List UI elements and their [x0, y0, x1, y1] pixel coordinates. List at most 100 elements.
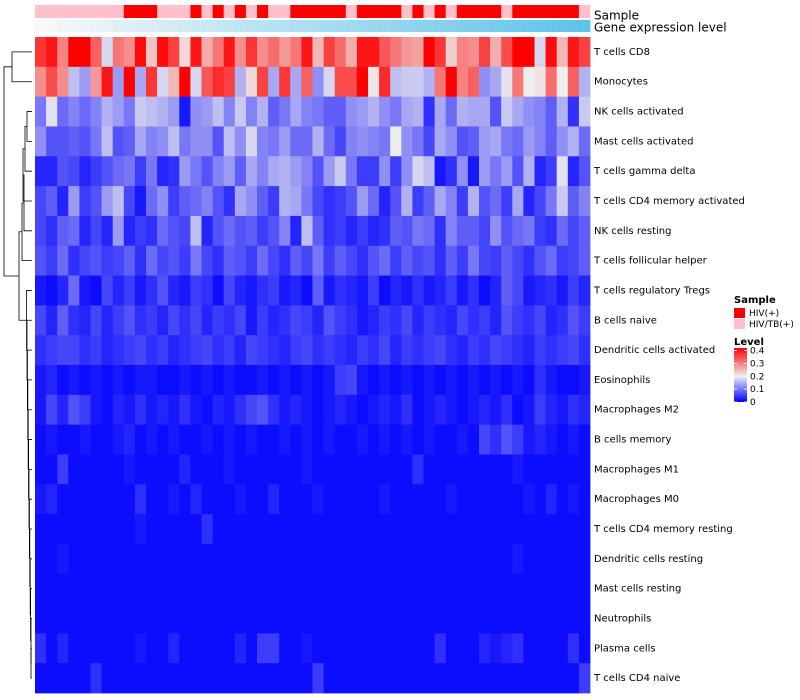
row-label: T cells regulatory Tregs [593, 285, 710, 296]
heatmap-cell [356, 215, 369, 247]
heatmap-cell [401, 454, 413, 485]
heatmap-cell [467, 66, 480, 98]
sample-cell [368, 5, 380, 18]
heatmap-cell [212, 633, 225, 664]
heatmap-cell [545, 394, 558, 426]
heatmap-cell [434, 156, 447, 187]
heatmap-cell [412, 275, 424, 306]
heatmap-cell [146, 215, 158, 247]
heatmap-cell [534, 37, 546, 68]
heatmap-cell [35, 543, 47, 575]
heatmap-cell [190, 126, 202, 157]
heatmap-cell [245, 633, 258, 664]
heatmap-cell [501, 603, 513, 634]
heatmap-cell [123, 66, 136, 98]
heatmap-cell [146, 365, 158, 396]
heatmap-cell [345, 215, 358, 247]
heatmap-cell [501, 543, 513, 575]
heatmap-cell [79, 37, 91, 68]
heatmap-cell [501, 394, 513, 426]
row-label: B cells memory [594, 435, 671, 446]
heatmap-cell [90, 186, 102, 217]
heatmap-cell [101, 215, 114, 247]
heatmap-cell [356, 603, 369, 634]
heatmap-cell [490, 424, 502, 455]
heatmap-cell [567, 603, 580, 634]
heatmap-cell [223, 633, 236, 664]
heatmap-cell [190, 424, 202, 455]
heatmap-cell [345, 126, 358, 157]
heatmap-cell [434, 215, 447, 247]
heatmap-cell [190, 66, 202, 98]
heatmap-cell [301, 275, 313, 306]
heatmap-cell [146, 394, 158, 426]
heatmap-cell [279, 275, 291, 306]
heatmap-cell [190, 543, 202, 575]
heatmap-cell [46, 275, 58, 306]
heatmap-cell [556, 365, 569, 396]
heatmap-cell [445, 96, 458, 127]
heatmap-cell [456, 126, 469, 157]
heatmap-cell [223, 37, 236, 68]
heatmap-cell [401, 245, 413, 276]
heatmap-cell [179, 543, 191, 575]
heatmap-cell [212, 454, 225, 485]
heatmap-cell [445, 186, 458, 217]
heatmap-cell [412, 663, 424, 694]
heatmap-cell [467, 245, 480, 276]
heatmap-cell [401, 663, 413, 694]
heatmap-cell [57, 633, 69, 664]
heatmap-cell [57, 156, 69, 187]
heatmap-cell [556, 126, 569, 157]
heatmap-cell [234, 215, 247, 247]
heatmap-cell [578, 454, 591, 485]
heatmap-cell [168, 335, 180, 366]
heatmap-cell [212, 603, 225, 634]
heatmap-cell [490, 394, 502, 426]
heatmap-cell [490, 454, 502, 485]
sample-cell [35, 5, 47, 18]
heatmap-cell [434, 96, 447, 127]
row-label: NK cells resting [594, 226, 671, 237]
heatmap-cell [368, 66, 380, 98]
heatmap-cell [234, 573, 247, 604]
heatmap-cell [268, 484, 280, 515]
heatmap-cell [46, 96, 58, 127]
expression-cell [490, 20, 502, 32]
heatmap-cell [201, 37, 213, 68]
expression-cell [223, 20, 236, 32]
heatmap-cell [212, 335, 225, 366]
heatmap-cell [57, 603, 69, 634]
heatmap-cell [168, 275, 180, 306]
heatmap-cell [290, 245, 302, 276]
heatmap-cell [423, 365, 435, 396]
sample-cell [57, 5, 69, 18]
heatmap-cell [290, 663, 302, 694]
sample-legend-swatch [734, 308, 745, 318]
heatmap-cell [479, 156, 491, 187]
heatmap-cell [545, 245, 558, 276]
heatmap-cell [190, 573, 202, 604]
heatmap-cell [401, 37, 413, 68]
heatmap-cell [534, 215, 546, 247]
heatmap-cell [134, 424, 147, 455]
heatmap-cell [556, 37, 569, 68]
heatmap-cell [79, 633, 91, 664]
heatmap-cell [279, 215, 291, 247]
heatmap-cell [368, 573, 380, 604]
heatmap-cell [345, 603, 358, 634]
heatmap-cell [279, 156, 291, 187]
heatmap-cell [90, 573, 102, 604]
heatmap-cell [356, 245, 369, 276]
sample-cell [201, 5, 213, 18]
heatmap-cell [90, 633, 102, 664]
heatmap-cell [157, 365, 169, 396]
heatmap-cell [368, 96, 380, 127]
heatmap-cell [245, 186, 258, 217]
heatmap-cell [545, 484, 558, 515]
heatmap-cell [301, 245, 313, 276]
heatmap-cell [223, 603, 236, 634]
row-label: Mast cells activated [594, 136, 693, 147]
heatmap-cell [501, 514, 513, 545]
heatmap-cell [545, 603, 558, 634]
